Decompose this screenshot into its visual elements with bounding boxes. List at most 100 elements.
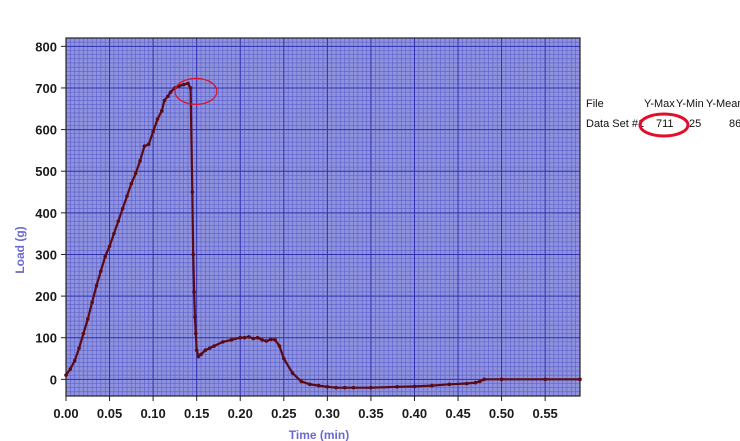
x-axis-ticks: 0.00 0.05 0.10 0.15 0.20 0.25 0.30 0.35 0.40 0.45…: [53, 396, 558, 421]
data-point: [107, 244, 112, 248]
data-point: [186, 81, 190, 86]
stats-header-ymax: Y-Max: [644, 98, 675, 110]
data-point: [221, 340, 225, 344]
y-tick-label: 400: [35, 206, 57, 221]
data-point: [251, 336, 256, 341]
x-tick-label: 0.20: [228, 406, 253, 421]
major-gridlines: [65, 38, 580, 396]
data-point: [68, 367, 73, 371]
x-tick-label: 0.35: [358, 406, 383, 421]
x-tick-label: 0.45: [445, 406, 470, 421]
data-point: [196, 354, 201, 359]
data-point: [268, 337, 273, 342]
data-point: [482, 377, 486, 382]
data-point: [94, 283, 99, 288]
x-tick-label: 0.40: [402, 406, 427, 421]
data-point: [162, 98, 167, 103]
y-tick-label: 500: [35, 164, 57, 179]
data-point: [64, 373, 68, 377]
peak-highlight-ring: [174, 77, 218, 106]
y-tick-label: 100: [35, 331, 57, 346]
data-point: [242, 335, 247, 340]
data-point: [112, 231, 116, 236]
data-point: [151, 129, 155, 134]
data-point: [146, 142, 151, 146]
data-point: [116, 219, 121, 223]
data-point: [90, 300, 94, 305]
data-point: [351, 385, 356, 390]
y-axis-ticks: 800 700 600 500 400 300 200 100 0: [35, 39, 66, 387]
data-point: [142, 144, 147, 149]
x-tick-label: 0.50: [489, 406, 514, 421]
data-point: [138, 159, 142, 163]
x-tick-label: 0.10: [140, 406, 165, 421]
stats-ymean-value: 86: [729, 118, 740, 130]
data-point: [255, 335, 260, 340]
x-tick-label: 0.15: [184, 406, 209, 421]
data-point: [334, 385, 338, 390]
data-point: [125, 194, 129, 198]
data-point: [543, 377, 547, 382]
data-point: [273, 338, 277, 342]
y-axis-label: Load (g): [13, 226, 27, 273]
data-point: [99, 269, 103, 273]
data-point: [160, 109, 164, 113]
data-point: [199, 352, 203, 357]
data-point: [188, 86, 193, 90]
data-point: [473, 380, 478, 385]
stats-ymin-value: 25: [689, 118, 702, 130]
data-point: [103, 254, 108, 259]
y-tick-label: 0: [50, 372, 57, 387]
data-point: [72, 358, 77, 363]
x-tick-label: 0.30: [315, 406, 340, 421]
y-tick-label: 600: [35, 123, 57, 138]
y-tick-label: 200: [35, 289, 57, 304]
stats-header-ymin: Y-Min: [676, 98, 704, 110]
stats-header-file: File: [586, 98, 604, 110]
data-point: [203, 348, 208, 353]
minor-gridlines: [65, 37, 581, 397]
data-point: [194, 331, 198, 336]
data-point: [129, 181, 134, 186]
x-axis-label: Time (min): [289, 428, 349, 441]
data-point: [281, 356, 286, 361]
data-point: [194, 348, 199, 353]
highlight-layer: [174, 77, 218, 106]
y-tick-label: 300: [35, 247, 57, 262]
data-point: [325, 385, 330, 389]
data-point: [342, 385, 347, 390]
data-point: [264, 339, 269, 343]
x-tick-label: 0.00: [53, 406, 78, 421]
data-point: [120, 206, 125, 211]
data-point: [238, 335, 243, 340]
data-point: [412, 384, 417, 389]
data-point: [166, 94, 170, 99]
data-point: [277, 344, 282, 348]
x-tick-label: 0.55: [532, 406, 557, 421]
data-point: [193, 315, 197, 319]
data-point: [155, 117, 160, 121]
data-point: [181, 82, 186, 87]
data-point: [77, 346, 81, 350]
data-point: [191, 252, 195, 257]
data-point: [85, 317, 90, 321]
data-point: [168, 90, 173, 94]
data-point: [578, 377, 582, 382]
data-point: [499, 377, 504, 382]
stats-header-ymean: Y-Mean: [706, 98, 740, 110]
stats-row-label: Data Set #1: [586, 118, 645, 130]
data-point: [478, 379, 482, 384]
data-point: [290, 371, 295, 375]
data-point: [369, 385, 373, 390]
data-point: [430, 383, 434, 388]
data-point: [260, 338, 264, 342]
data-point: [464, 381, 469, 386]
data-point: [308, 382, 312, 387]
data-point: [81, 331, 86, 336]
data-point: [207, 346, 212, 350]
data-point: [316, 383, 321, 388]
data-point: [212, 344, 216, 348]
data-point: [299, 379, 304, 384]
y-tick-label: 800: [35, 39, 57, 54]
